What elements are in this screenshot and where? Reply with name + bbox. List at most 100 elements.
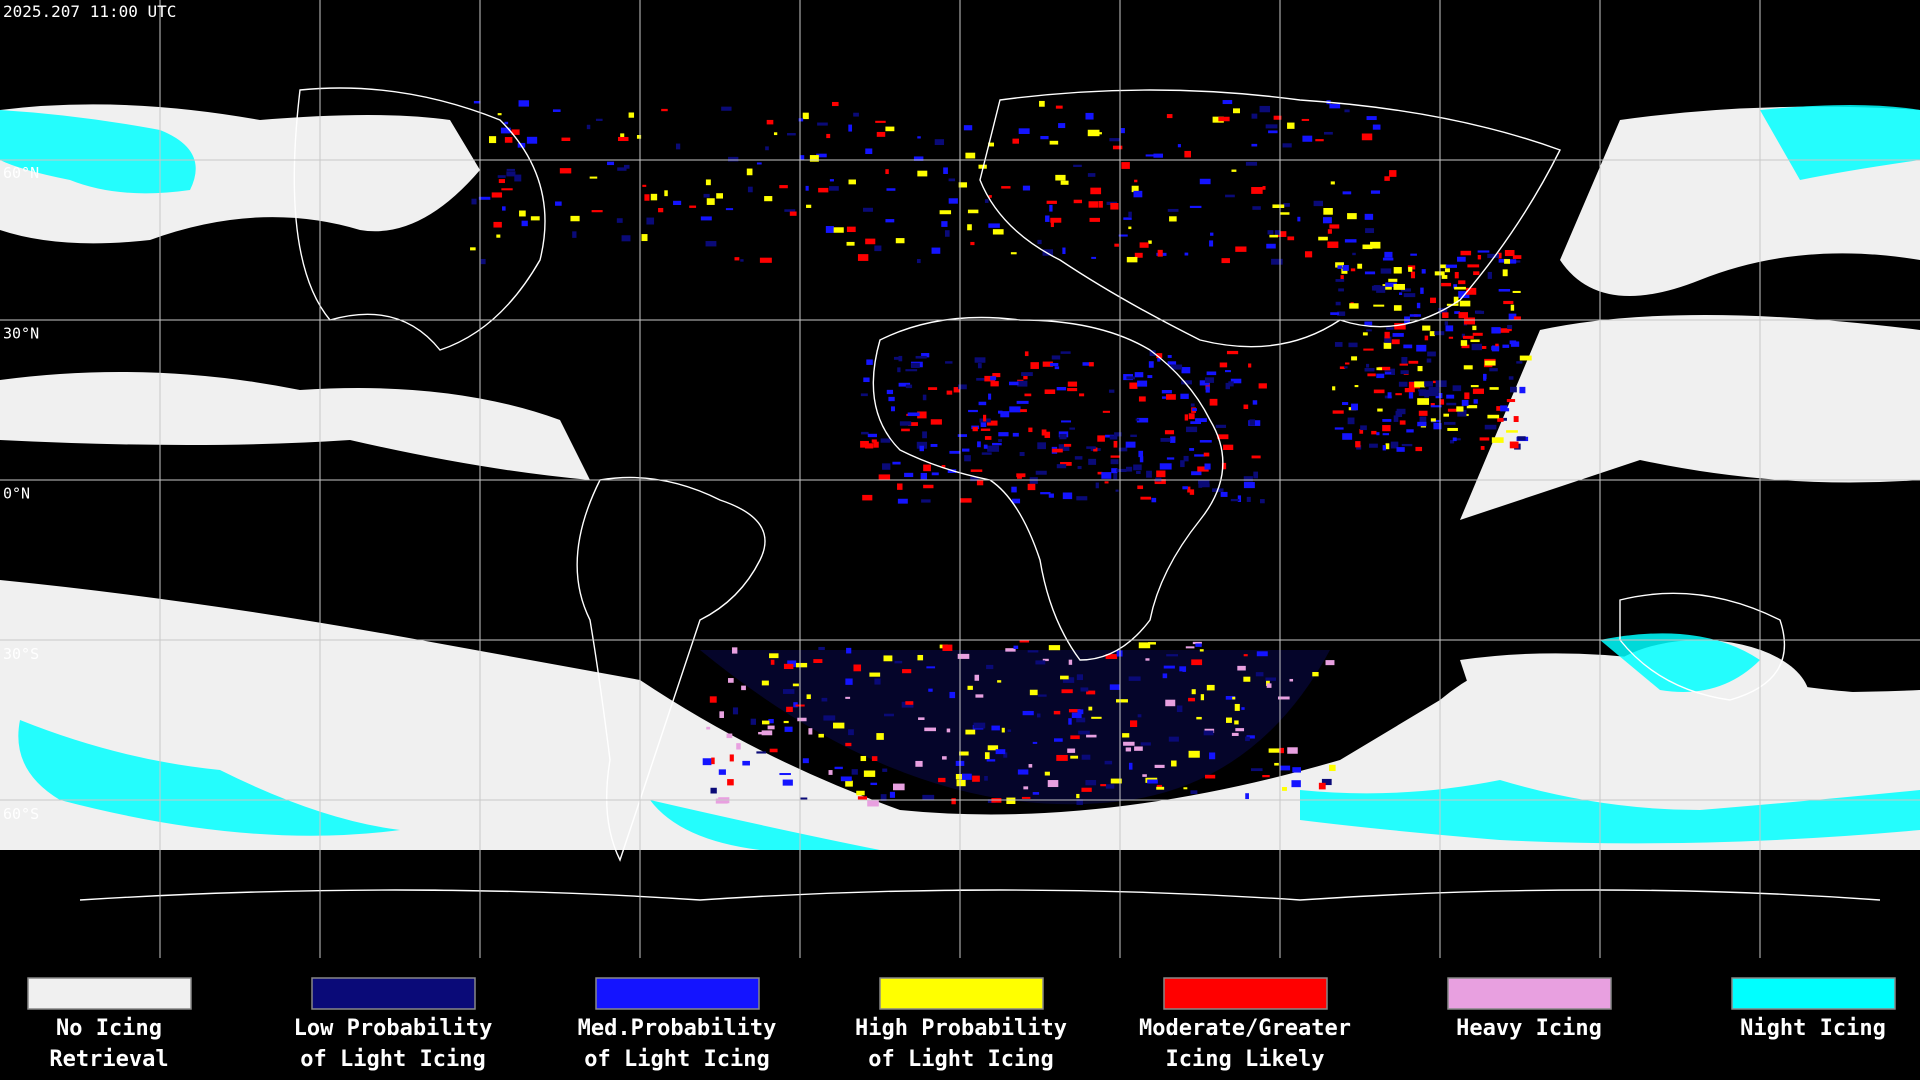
icing-speckle (518, 100, 530, 107)
icing-speckle (1109, 435, 1118, 440)
icing-speckle (1154, 764, 1165, 768)
icing-speckle (885, 126, 895, 132)
icing-speckle (1120, 128, 1125, 134)
icing-speckle (1087, 129, 1100, 137)
icing-speckle (1498, 252, 1502, 259)
icing-speckle (997, 680, 1002, 683)
icing-speckle (1225, 717, 1232, 723)
icing-speckle (883, 655, 893, 662)
icing-speckle (1056, 464, 1067, 469)
icing-speckle (1032, 741, 1038, 744)
icing-speckle (1519, 386, 1526, 394)
icing-speckle (1376, 373, 1385, 379)
icing-speckle (902, 669, 912, 674)
icing-speckle (957, 653, 970, 659)
icing-speckle (995, 749, 1006, 755)
icing-speckle (970, 241, 975, 246)
icing-speckle (1170, 436, 1176, 443)
icing-speckle (1382, 284, 1392, 290)
icing-speckle (1430, 405, 1442, 408)
icing-speckle (1005, 648, 1016, 652)
icing-speckle (750, 718, 757, 725)
icing-speckle (1498, 258, 1508, 263)
icing-speckle (848, 179, 856, 185)
icing-speckle (1444, 321, 1448, 326)
icing-speckle (1483, 364, 1493, 368)
icing-speckle (1347, 417, 1355, 425)
icing-speckle (784, 209, 796, 212)
icing-speckle (943, 167, 948, 174)
icing-speckle (876, 131, 886, 137)
icing-speckle (874, 678, 881, 685)
icing-speckle (1154, 479, 1166, 485)
icing-speckle (864, 443, 874, 449)
icing-speckle (917, 136, 921, 139)
icing-speckle (650, 193, 658, 201)
icing-speckle (646, 217, 655, 225)
icing-speckle (1116, 468, 1127, 473)
icing-speckle (1198, 484, 1203, 488)
icing-speckle (1419, 416, 1427, 423)
icing-speckle (1029, 689, 1038, 696)
icing-speckle (470, 247, 476, 251)
icing-speckle (1161, 390, 1172, 394)
icing-speckle (1050, 220, 1054, 228)
icing-speckle (559, 168, 572, 174)
icing-speckle (1053, 738, 1063, 742)
icing-speckle (1128, 226, 1132, 230)
icing-speckle (493, 221, 502, 228)
icing-speckle (901, 428, 910, 432)
icing-speckle (498, 179, 505, 184)
icing-speckle (728, 678, 734, 683)
icing-speckle (1366, 329, 1372, 332)
icing-speckle (1027, 483, 1036, 491)
legend: No Icing Retrieval Low Probability of Light… (27, 977, 1896, 1072)
icing-speckle (1248, 363, 1252, 368)
icing-speckle (897, 498, 908, 504)
icing-speckle (1318, 236, 1328, 241)
legend-label: Low Probability (294, 1016, 493, 1041)
icing-speckle (1337, 311, 1346, 316)
icing-speckle (860, 755, 867, 762)
icing-speckle (1516, 361, 1523, 364)
icing-speckle (1098, 132, 1102, 135)
icing-speckle (972, 775, 980, 782)
icing-speckle (799, 155, 805, 161)
icing-speckle (974, 357, 986, 363)
icing-speckle (1138, 642, 1151, 649)
icing-speckle (928, 688, 933, 692)
icing-speckle (767, 725, 775, 730)
icing-speckle (917, 170, 928, 177)
icing-speckle (1048, 645, 1061, 651)
icing-speckle (1061, 420, 1072, 423)
icing-speckle (1067, 748, 1076, 753)
icing-speckle (742, 760, 750, 766)
icing-speckle (833, 227, 844, 233)
icing-speckle (1325, 660, 1335, 666)
icing-speckle (727, 779, 734, 786)
icing-speckle (1205, 774, 1216, 779)
cloud (20, 645, 160, 755)
icing-speckle (1003, 752, 1008, 758)
icing-speckle (1462, 335, 1474, 339)
icing-speckle (1491, 346, 1500, 351)
icing-speckle (1088, 706, 1093, 711)
icing-speckle (1167, 361, 1177, 365)
icing-speckle (1166, 654, 1179, 657)
icing-speckle (1076, 496, 1088, 501)
icing-speckle (1430, 297, 1437, 304)
icing-speckle (1019, 640, 1030, 643)
icing-speckle (919, 445, 924, 452)
icing-speckle (934, 139, 945, 146)
icing-speckle (792, 683, 799, 687)
icing-speckle (1200, 694, 1205, 701)
icing-speckle (1416, 344, 1427, 352)
icing-speckle (586, 124, 591, 130)
icing-speckle (1237, 495, 1242, 502)
icing-speckle (907, 412, 920, 417)
icing-speckle (1189, 448, 1195, 451)
icing-speckle (1073, 164, 1082, 167)
icing-speckle (1231, 169, 1237, 172)
icing-speckle (1164, 430, 1175, 435)
night-icing-fields (0, 105, 1920, 850)
